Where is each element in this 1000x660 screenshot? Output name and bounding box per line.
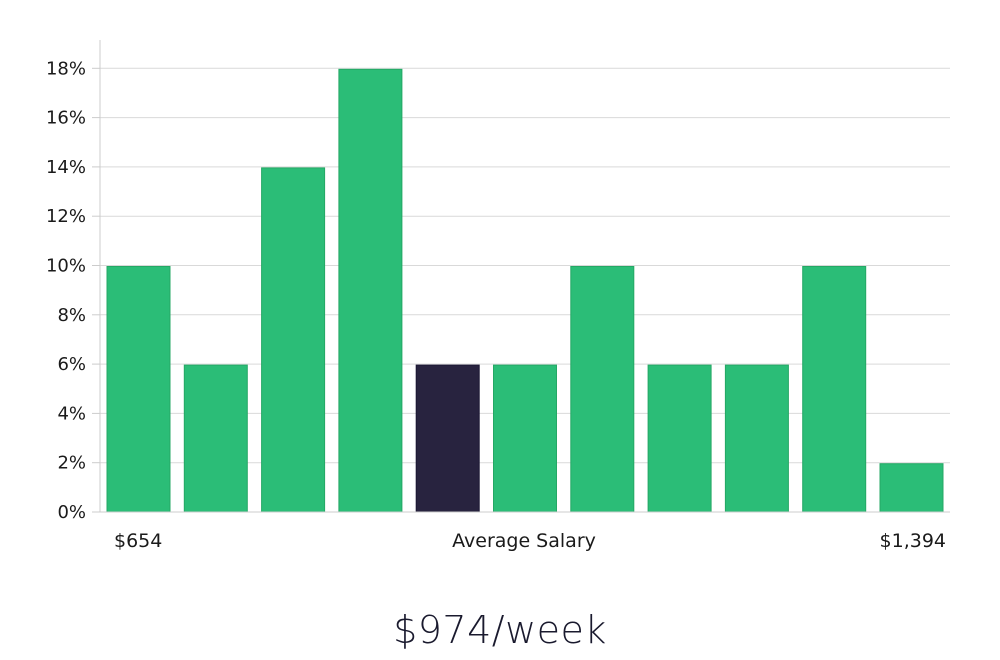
bar xyxy=(570,266,635,513)
y-tick-label: 8% xyxy=(57,305,86,326)
bar xyxy=(261,167,326,513)
bar xyxy=(183,364,248,513)
y-tick-label: 10% xyxy=(46,256,86,277)
bar xyxy=(106,266,171,513)
y-tick-label: 14% xyxy=(46,157,86,178)
bar xyxy=(493,364,557,513)
average-salary-value: $974/week xyxy=(393,608,607,652)
y-tick-label: 12% xyxy=(46,206,86,227)
y-tick-label: 16% xyxy=(46,108,86,129)
bar xyxy=(879,463,944,513)
bar-average-salary xyxy=(415,364,480,513)
x-min-label: $654 xyxy=(114,530,162,552)
bars xyxy=(106,68,944,513)
bar xyxy=(338,68,403,513)
y-tick-label: 4% xyxy=(57,403,86,424)
x-axis-title: Average Salary xyxy=(452,530,596,552)
y-tick-label: 0% xyxy=(57,502,86,523)
bar xyxy=(724,364,789,513)
x-max-label: $1,394 xyxy=(880,530,946,552)
y-tick-label: 18% xyxy=(46,58,86,79)
bar xyxy=(647,364,712,513)
bar xyxy=(802,266,867,513)
salary-chart: 0% 2% 4% 6% 8% 10% 12% 14% 16% 18% $654 Average S… xyxy=(46,40,950,552)
y-tick-label: 6% xyxy=(57,354,86,375)
y-tick-label: 2% xyxy=(57,453,86,474)
axes: 0% 2% 4% 6% 8% 10% 12% 14% 16% 18% xyxy=(46,40,950,523)
